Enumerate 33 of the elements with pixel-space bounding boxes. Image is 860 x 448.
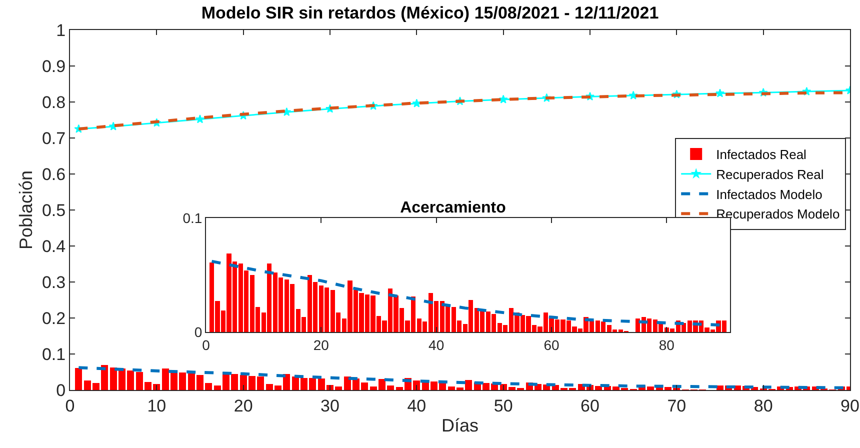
y-axis-title: Población <box>16 170 36 250</box>
legend-label: Recuperados Real <box>716 166 824 182</box>
chart-title: Acercamiento <box>400 199 506 216</box>
y-tick-label: 0 <box>56 380 66 400</box>
x-tick-label: 60 <box>580 396 600 416</box>
y-tick-label: 0.8 <box>42 92 66 112</box>
x-tick-label: 90 <box>840 396 860 416</box>
x-tick-label: 30 <box>320 396 340 416</box>
y-tick-label: 0.7 <box>42 128 66 148</box>
y-tick-label: 0.9 <box>42 56 66 76</box>
x-tick-label: 70 <box>667 396 686 416</box>
legend-label: Infectados Real <box>716 147 807 162</box>
chart-title: Modelo SIR sin retardos (México) 15/08/2021 - 12/11/2021 <box>201 4 659 23</box>
y-tick-label: 0.1 <box>182 210 202 226</box>
x-tick-label: 20 <box>313 336 330 353</box>
y-tick-label: 0.5 <box>42 200 66 220</box>
legend-label: Infectados Modelo <box>716 186 822 202</box>
x-axis-title: Días <box>441 416 479 436</box>
legend-label: Recuperados Modelo <box>716 206 840 222</box>
y-tick-label: 0.1 <box>42 344 66 364</box>
y-tick-label: 0.4 <box>42 236 66 256</box>
x-tick-label: 10 <box>147 396 166 416</box>
y-tick-label: 1 <box>56 20 66 40</box>
y-tick-label: 0.2 <box>42 308 66 328</box>
x-tick-label: 60 <box>544 336 560 353</box>
x-tick-label: 50 <box>494 396 513 416</box>
x-tick-label: 40 <box>428 336 444 353</box>
y-tick-label: 0.3 <box>42 272 66 292</box>
x-tick-label: 80 <box>754 396 773 416</box>
x-tick-label: 40 <box>407 396 426 416</box>
x-tick-label: 80 <box>658 336 675 353</box>
x-tick-label: 20 <box>234 396 253 416</box>
y-tick-label: 0.6 <box>42 164 66 184</box>
